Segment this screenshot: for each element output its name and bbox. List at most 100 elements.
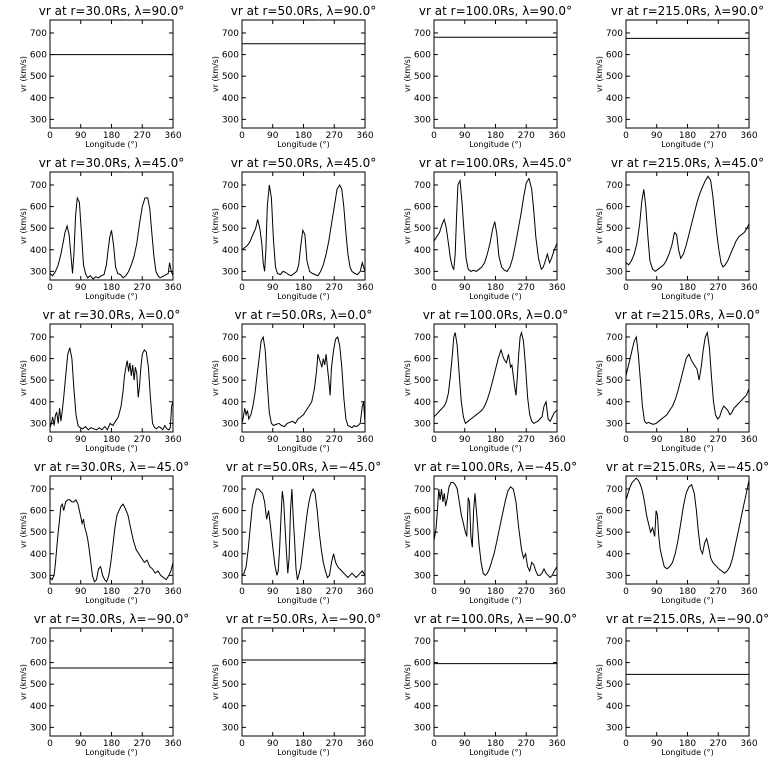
x-tick-label: 270 (134, 739, 151, 749)
y-axis-label: vr (km/s) (595, 208, 604, 244)
x-axis-label: Longitude (°) (469, 444, 522, 453)
x-tick-label: 0 (47, 587, 53, 597)
y-tick-label: 700 (414, 333, 431, 343)
y-axis-label: vr (km/s) (403, 512, 412, 548)
x-tick-label: 90 (459, 131, 471, 141)
data-series-line (433, 177, 558, 273)
x-tick-label: 0 (623, 283, 629, 293)
x-tick-label: 180 (295, 587, 312, 597)
y-tick-label: 500 (606, 376, 623, 386)
x-tick-label: 180 (487, 739, 504, 749)
y-tick-label: 600 (30, 203, 47, 213)
plot-title: vr at r=50.0Rs, λ=0.0° (235, 308, 373, 322)
plot-frame (241, 323, 366, 433)
panel-9: vr at r=50.0Rs, λ=0.0° 0 90 180 270 360 300 400… (211, 308, 374, 453)
plot-frame (433, 323, 558, 433)
data-series-line (241, 487, 366, 580)
x-tick-label: 0 (239, 739, 245, 749)
x-tick-label: 270 (518, 131, 535, 141)
x-tick-label: 90 (75, 739, 87, 749)
y-tick-label: 600 (606, 355, 623, 365)
plot-frame (433, 19, 558, 129)
x-axis-label: Longitude (°) (277, 292, 330, 301)
panel-3: vr at r=215.0Rs, λ=90.0° 0 90 180 270 360 300 4… (595, 4, 764, 149)
y-axis-label: vr (km/s) (211, 56, 220, 92)
x-tick-label: 360 (740, 131, 757, 141)
data-series-line (625, 477, 750, 574)
y-tick-label: 700 (606, 333, 623, 343)
x-axis-label: Longitude (°) (85, 444, 138, 453)
y-tick-label: 600 (414, 51, 431, 61)
x-tick-label: 270 (134, 131, 151, 141)
y-tick-label: 500 (606, 528, 623, 538)
plot-title: vr at r=100.0Rs, λ=−45.0° (414, 460, 577, 474)
x-axis-label: Longitude (°) (277, 748, 330, 757)
y-tick-label: 500 (30, 224, 47, 234)
y-tick-label: 600 (30, 507, 47, 517)
x-axis-label: Longitude (°) (277, 140, 330, 149)
x-tick-label: 270 (134, 435, 151, 445)
y-tick-label: 400 (606, 702, 623, 712)
y-tick-label: 700 (606, 637, 623, 647)
x-tick-label: 180 (103, 283, 120, 293)
x-tick-label: 0 (239, 587, 245, 597)
plot-title: vr at r=50.0Rs, λ=−45.0° (226, 460, 382, 474)
plot-frame (241, 475, 366, 585)
y-tick-label: 700 (606, 485, 623, 495)
y-tick-label: 500 (606, 224, 623, 234)
plot-title: vr at r=50.0Rs, λ=90.0° (231, 4, 377, 18)
plot-frame (625, 323, 750, 433)
panel-17: vr at r=50.0Rs, λ=−90.0° 0 90 180 270 360 300 4… (211, 612, 381, 757)
x-tick-label: 0 (239, 435, 245, 445)
x-tick-label: 360 (164, 587, 181, 597)
y-axis-label: vr (km/s) (211, 208, 220, 244)
panel-14: vr at r=100.0Rs, λ=−45.0° 0 90 180 270 360 300… (403, 460, 577, 605)
x-tick-label: 360 (356, 283, 373, 293)
x-tick-label: 360 (740, 587, 757, 597)
x-tick-label: 360 (740, 435, 757, 445)
x-tick-label: 270 (518, 435, 535, 445)
data-series-line (49, 196, 174, 280)
y-tick-label: 600 (606, 203, 623, 213)
data-series-line (241, 335, 366, 429)
y-axis-label: vr (km/s) (403, 360, 412, 396)
plot-title: vr at r=215.0Rs, λ=0.0° (615, 308, 761, 322)
y-tick-label: 600 (30, 659, 47, 669)
y-axis-label: vr (km/s) (595, 56, 604, 92)
panel-5: vr at r=50.0Rs, λ=45.0° 0 90 180 270 360 300 40… (211, 156, 376, 301)
panel-0: vr at r=30.0Rs, λ=90.0° 0 90 180 270 360 300 40… (19, 4, 184, 149)
x-axis-label: Longitude (°) (661, 444, 714, 453)
panel-2: vr at r=100.0Rs, λ=90.0° 0 90 180 270 360 300 4… (403, 4, 572, 149)
x-tick-label: 90 (267, 739, 279, 749)
y-axis-label: vr (km/s) (403, 664, 412, 700)
x-tick-label: 90 (75, 131, 87, 141)
x-tick-label: 360 (740, 283, 757, 293)
x-axis-label: Longitude (°) (661, 292, 714, 301)
y-tick-label: 300 (30, 267, 47, 277)
y-tick-label: 500 (30, 72, 47, 82)
x-tick-label: 360 (356, 739, 373, 749)
y-tick-label: 400 (30, 94, 47, 104)
data-series-line (625, 330, 750, 425)
y-tick-label: 300 (30, 723, 47, 733)
y-tick-label: 600 (414, 659, 431, 669)
x-tick-label: 180 (103, 739, 120, 749)
x-tick-label: 270 (710, 283, 727, 293)
x-tick-label: 270 (518, 739, 535, 749)
plot-frame (433, 627, 558, 737)
x-tick-label: 0 (623, 131, 629, 141)
plot-title: vr at r=50.0Rs, λ=45.0° (231, 156, 377, 170)
panel-19: vr at r=215.0Rs, λ=−90.0° 0 90 180 270 360 300… (595, 612, 768, 757)
y-tick-label: 500 (222, 376, 239, 386)
y-tick-label: 700 (222, 637, 239, 647)
x-tick-label: 180 (679, 283, 696, 293)
y-tick-label: 600 (222, 659, 239, 669)
x-tick-label: 90 (651, 587, 663, 597)
y-tick-label: 500 (222, 224, 239, 234)
x-axis-label: Longitude (°) (661, 596, 714, 605)
x-tick-label: 90 (651, 739, 663, 749)
y-axis-label: vr (km/s) (19, 360, 28, 396)
panel-10: vr at r=100.0Rs, λ=0.0° 0 90 180 270 360 300 40… (403, 308, 568, 453)
panel-7: vr at r=215.0Rs, λ=45.0° 0 90 180 270 360 300 4… (595, 156, 764, 301)
